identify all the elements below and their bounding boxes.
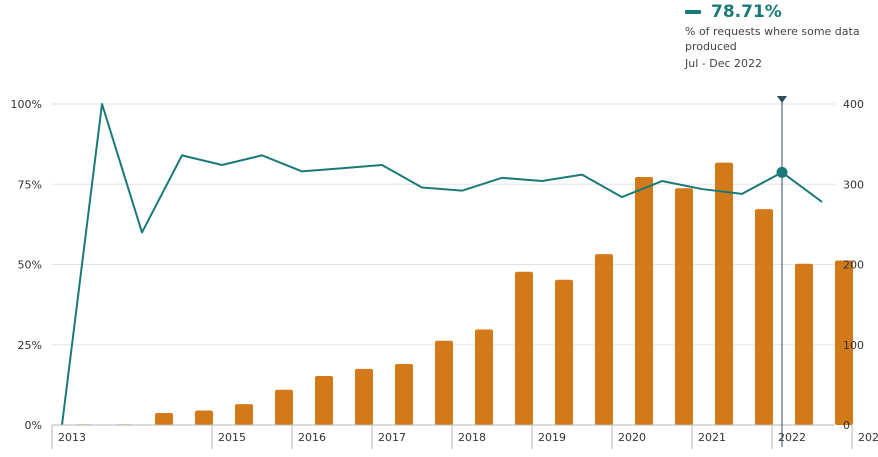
bar (555, 279, 573, 425)
y-left-tick-label: 75% (18, 178, 42, 191)
tooltip-series-swatch (685, 10, 701, 14)
x-tick-label: 2023 (858, 431, 878, 444)
x-tick-label: 2020 (618, 431, 646, 444)
axes: 0% 0 25% 100 50% 200 75% 300 100% 400 2013 2015 2016… (11, 98, 878, 449)
bar (315, 376, 333, 425)
hover-marker (776, 96, 788, 447)
bar (475, 329, 493, 425)
bar-series (75, 162, 853, 425)
bar (435, 340, 453, 425)
bar (275, 389, 293, 425)
bar (395, 364, 413, 425)
tooltip-value: 78.71% (711, 2, 782, 22)
hover-guide-marker-icon (777, 96, 787, 103)
x-tick-label: 2017 (378, 431, 406, 444)
bar (755, 209, 773, 425)
tooltip-period: Jul - Dec 2022 (685, 57, 763, 70)
x-tick-label: 2016 (298, 431, 326, 444)
bar (835, 260, 853, 425)
y-right-tick-label: 400 (843, 98, 864, 111)
bar (155, 412, 173, 425)
x-tick-label: 2019 (538, 431, 566, 444)
bar (635, 177, 653, 425)
x-tick-label: 2013 (58, 431, 86, 444)
y-left-tick-label: 25% (18, 339, 42, 352)
x-tick-label: 2015 (218, 431, 246, 444)
line-path (61, 103, 823, 426)
y-right-tick-label: 100 (843, 339, 864, 352)
x-tick-label: 2021 (698, 431, 726, 444)
bar (355, 368, 373, 425)
line-series (61, 103, 823, 426)
y-left-tick-label: 100% (11, 98, 42, 111)
tooltip: 78.71% % of requests where some data pro… (685, 2, 875, 71)
x-tick-label: 2022 (778, 431, 806, 444)
bar (675, 188, 693, 425)
bar (715, 162, 733, 425)
bar (795, 263, 813, 425)
y-right-tick-label: 200 (843, 259, 864, 272)
highlighted-point (776, 166, 788, 178)
y-left-tick-label: 50% (18, 259, 42, 272)
bar (195, 410, 213, 425)
x-tick-label: 2018 (458, 431, 486, 444)
bar (235, 404, 253, 425)
y-left-tick-label: 0% (25, 419, 42, 432)
y-right-tick-label: 0 (843, 419, 850, 432)
y-right-tick-label: 300 (843, 178, 864, 191)
tooltip-label: % of requests where some data produced (685, 25, 860, 53)
bar (595, 254, 613, 425)
bar (515, 271, 533, 425)
